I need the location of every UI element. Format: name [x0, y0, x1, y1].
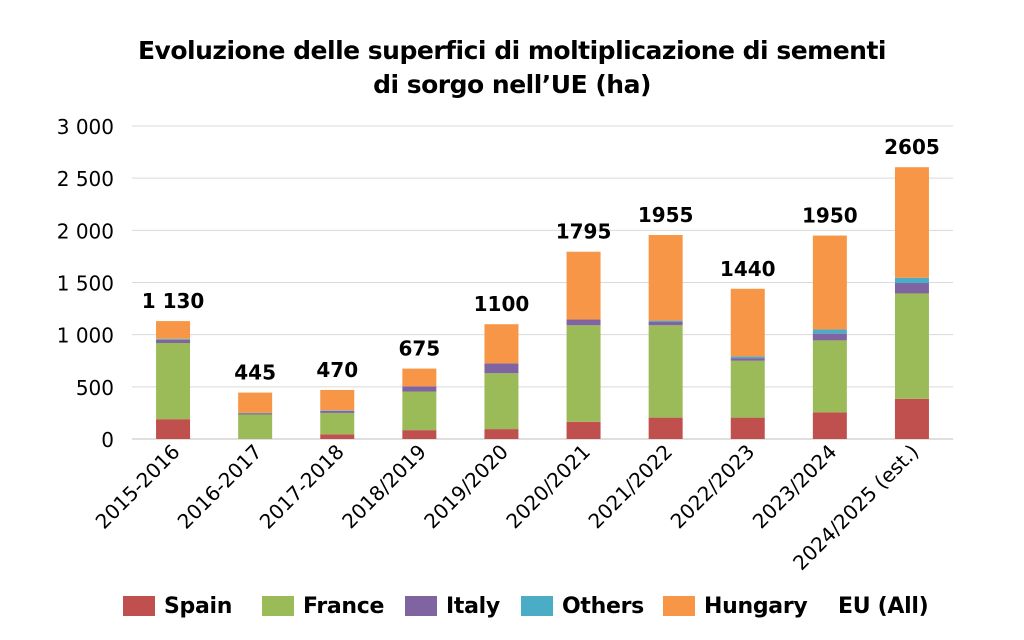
x-tick-label: 2020/2021 [501, 440, 595, 534]
y-tick-label: 2 000 [57, 219, 114, 243]
x-tick-label: 2018/2019 [337, 440, 431, 534]
legend-label-hungary: Hungary [704, 593, 808, 619]
bar-segment-france [402, 391, 437, 431]
y-tick-label: 1 000 [57, 324, 114, 348]
bar-segment-others [156, 338, 191, 340]
bar-segment-others [238, 412, 273, 414]
bar-segment-france [730, 360, 765, 418]
bar-segment-france [812, 340, 847, 413]
bar-segment-italy [566, 319, 601, 326]
bar-segment-spain [648, 417, 683, 439]
total-label: 445 [234, 361, 276, 385]
bar-segment-italy [648, 321, 683, 326]
total-label: 1 130 [142, 289, 205, 313]
bar-segment-hungary [402, 368, 437, 387]
bar-segment-hungary [156, 321, 191, 339]
chart-title-line-2: di sorgo nell’UE (ha) [373, 70, 651, 99]
total-label: 1950 [802, 204, 858, 228]
total-label: 470 [316, 358, 358, 382]
bar-segment-spain [484, 429, 519, 439]
legend-item-france: France [262, 590, 384, 622]
x-tick-label: 2019/2020 [419, 440, 513, 534]
bar-segment-spain [320, 434, 355, 439]
y-tick-label: 0 [101, 428, 114, 452]
bar-segment-france [894, 293, 929, 399]
total-label: 2605 [884, 135, 940, 159]
bar-segment-france [484, 373, 519, 430]
bar-segment-spain [156, 419, 191, 439]
total-label: 1440 [720, 257, 776, 281]
legend-label-spain: Spain [164, 593, 233, 619]
bar-segment-others [894, 277, 929, 284]
bar-segment-spain [730, 417, 765, 439]
bar-segment-others [730, 356, 765, 359]
bar-segment-spain [812, 412, 847, 439]
bar-segment-hungary [812, 235, 847, 330]
bar-segment-italy [238, 413, 273, 415]
legend-label-italy: Italy [446, 593, 500, 619]
bar-segment-italy [812, 333, 847, 341]
x-tick-label: 2016-2017 [173, 440, 267, 534]
x-tick-label: 2021/2022 [583, 440, 677, 534]
bar-segment-spain [402, 430, 437, 439]
legend-swatch-others [521, 596, 553, 616]
total-label: 1795 [556, 220, 612, 244]
bar-segment-italy [894, 283, 929, 294]
legend-label-others: Others [562, 593, 644, 619]
legend-label-eu-all: EU (All) [838, 593, 929, 619]
legend-item-others: Others [521, 590, 644, 622]
bar-segment-hungary [894, 167, 929, 278]
bar-segment-hungary [730, 288, 765, 357]
legend-label-france: France [303, 593, 385, 619]
bar-segment-italy [156, 339, 191, 344]
legend-swatch-italy [405, 596, 437, 616]
x-tick-label: 2022/2023 [666, 440, 760, 534]
bar-segment-others [648, 320, 683, 322]
bar-segment-france [320, 412, 355, 435]
x-tick-label: 2017-2018 [255, 440, 349, 534]
bar-segment-hungary [484, 324, 519, 364]
bar-segment-france [566, 325, 601, 422]
y-tick-label: 3 000 [57, 115, 114, 139]
chart-title-line-1: Evoluzione delle superfici di moltiplica… [137, 36, 887, 65]
legend-item-spain: Spain [123, 590, 232, 622]
bar-segment-france [648, 325, 683, 418]
bar-segment-spain [894, 398, 929, 439]
bar-segment-hungary [320, 389, 355, 411]
legend-item-eu-all: EU (All) [838, 590, 929, 622]
y-tick-label: 2 500 [57, 167, 114, 191]
bar-segment-others [812, 329, 847, 334]
bar-segment-france [238, 414, 273, 439]
bar-segment-italy [484, 363, 519, 374]
y-tick-label: 500 [76, 376, 114, 400]
legend-item-hungary: Hungary [663, 590, 808, 622]
y-tick-label: 1 500 [57, 272, 114, 296]
legend-item-italy: Italy [405, 590, 500, 622]
legend-swatch-spain [123, 596, 155, 616]
bar-segment-italy [320, 410, 355, 413]
legend-swatch-france [262, 596, 294, 616]
bar-segment-italy [402, 386, 437, 392]
legend-swatch-hungary [663, 596, 695, 616]
bar-segment-hungary [648, 235, 683, 321]
bar-segment-hungary [238, 392, 273, 413]
total-label: 1955 [638, 203, 694, 227]
bar-segment-spain [566, 421, 601, 439]
x-tick-label: 2015-2016 [91, 440, 185, 534]
bar-segment-italy [730, 358, 765, 361]
bar-segment-hungary [566, 251, 601, 320]
bar-segment-france [156, 343, 191, 420]
bar-segment-others [320, 410, 355, 411]
chart-legend: Spain France Italy Others Hungary EU (Al… [0, 590, 1024, 622]
total-label: 1100 [474, 292, 530, 316]
total-label: 675 [398, 337, 440, 361]
